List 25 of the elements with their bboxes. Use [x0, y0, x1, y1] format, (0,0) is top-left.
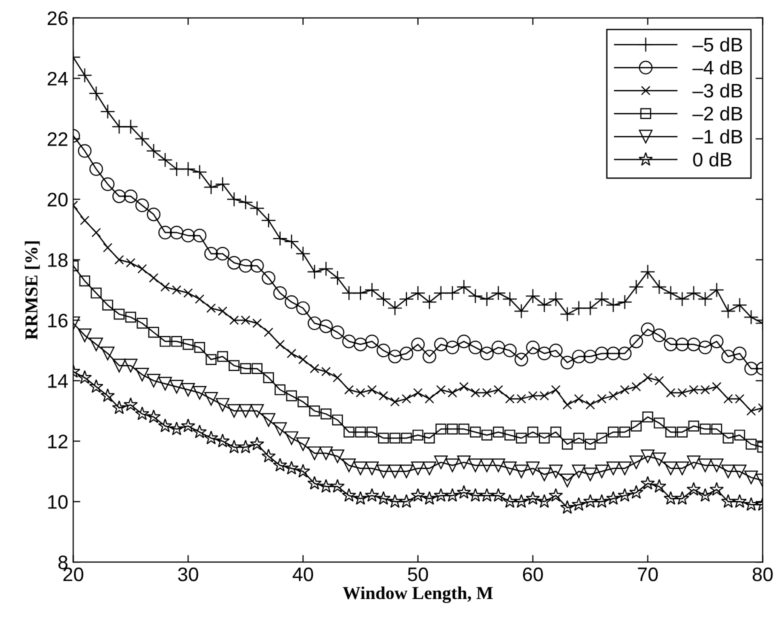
y-tick-label: 22	[48, 132, 68, 146]
x-tick-label: 30	[178, 567, 198, 582]
y-tick-label: 20	[48, 192, 68, 207]
legend-label: –1 dB	[692, 129, 742, 144]
y-tick-label: 26	[48, 11, 68, 26]
x-tick-label: 70	[638, 567, 658, 582]
x-tick-label: 50	[408, 567, 428, 582]
legend-label: –3 dB	[692, 83, 742, 98]
x-tick-label: 20	[63, 567, 84, 582]
y-axis-title: RRMSE [%]	[24, 241, 40, 340]
legend-label: 0 dB	[693, 152, 732, 167]
x-axis-title: Window Length, M	[342, 586, 493, 603]
y-tick-label: 16	[48, 314, 68, 328]
x-tick-label: 60	[523, 567, 543, 582]
y-tick-label: 8	[58, 556, 68, 570]
x-tick-label: 40	[292, 567, 314, 582]
y-tick-label: 18	[48, 253, 68, 267]
y-tick-label: 14	[48, 374, 68, 388]
x-tick-label: 80	[752, 567, 773, 582]
y-tick-label: 10	[48, 495, 68, 509]
legend-label: –2 dB	[692, 106, 742, 121]
legend-label: –4 dB	[692, 60, 742, 75]
y-tick-label: 24	[48, 72, 68, 86]
y-tick-label: 12	[48, 434, 68, 448]
legend-label: –5 dB	[692, 37, 742, 52]
